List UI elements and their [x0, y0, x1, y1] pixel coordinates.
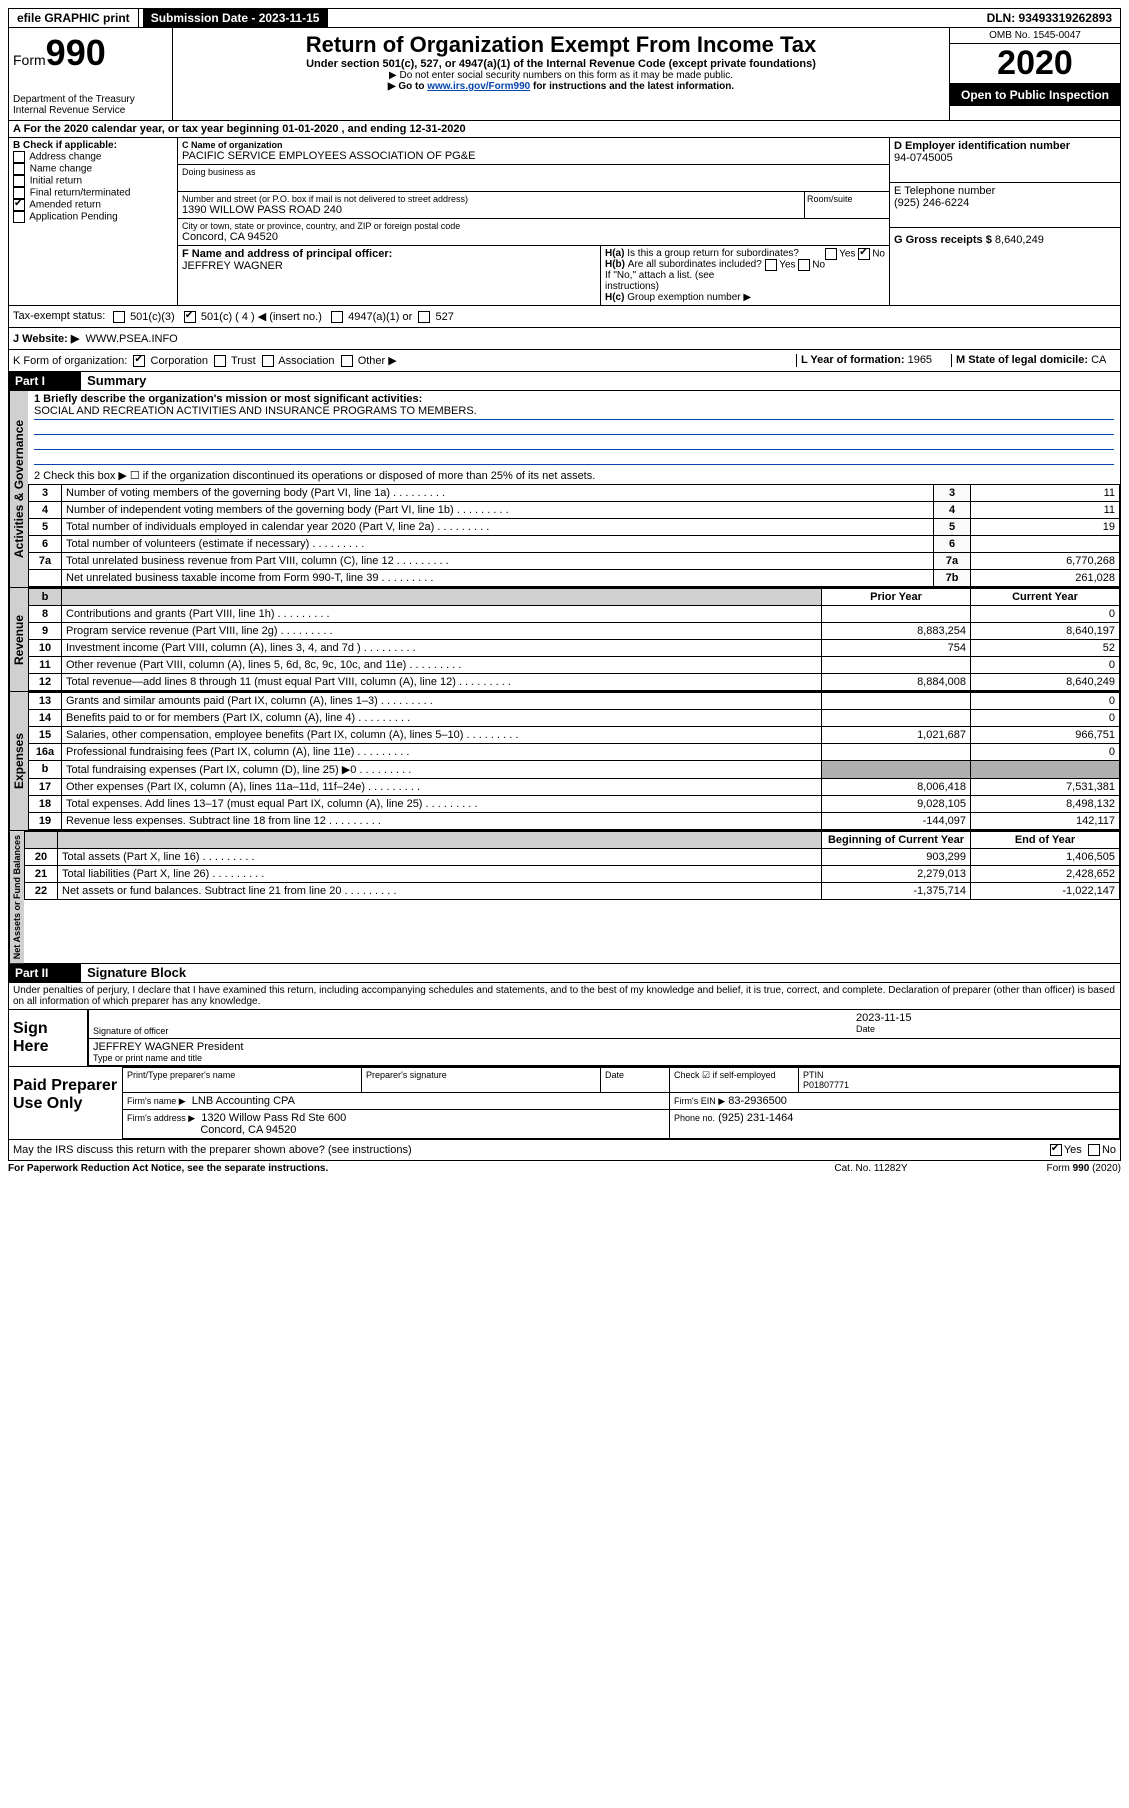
- f-label: F Name and address of principal officer:: [182, 248, 596, 260]
- activities-governance: Activities & Governance 1 Briefly descri…: [8, 391, 1121, 588]
- type-name-label: Type or print name and title: [93, 1053, 1116, 1063]
- vlabel-exp: Expenses: [9, 692, 28, 830]
- ptin: PTINP01807771: [799, 1068, 1120, 1093]
- paid-prep-label: Paid Preparer Use Only: [9, 1067, 122, 1139]
- sign-here-block: Sign Here Signature of officer 2023-11-1…: [8, 1010, 1121, 1067]
- irs-label: Internal Revenue Service: [13, 105, 168, 116]
- open-public: Open to Public Inspection: [950, 84, 1120, 106]
- c-label: C Name of organization: [182, 140, 885, 150]
- dept-treasury: Department of the Treasury: [13, 94, 168, 105]
- prep-sig-label: Preparer's signature: [362, 1068, 601, 1093]
- dln: DLN: 93493319262893: [979, 9, 1120, 27]
- state-domicile: M State of legal domicile: CA: [951, 354, 1116, 367]
- check-address-change[interactable]: Address change: [13, 151, 173, 163]
- check-amended-return[interactable]: Amended return: [13, 199, 173, 211]
- discuss-row: May the IRS discuss this return with the…: [8, 1140, 1121, 1161]
- gross-receipts: G Gross receipts $ 8,640,249: [890, 228, 1120, 252]
- org-name: PACIFIC SERVICE EMPLOYEES ASSOCIATION OF…: [182, 150, 885, 162]
- entity-block: B Check if applicable: Address change Na…: [8, 138, 1121, 306]
- vlabel-ag: Activities & Governance: [9, 391, 28, 587]
- note2: ▶ Go to www.irs.gov/Form990 for instruct…: [177, 81, 945, 92]
- prep-name-label: Print/Type preparer's name: [123, 1068, 362, 1093]
- discuss-yes-no[interactable]: Yes No: [1050, 1144, 1116, 1156]
- netassets-section: Net Assets or Fund Balances Beginning of…: [8, 831, 1121, 964]
- line-a: A For the 2020 calendar year, or tax yea…: [8, 121, 1121, 138]
- h-b-note: If "No," attach a list. (see instruction…: [605, 270, 885, 292]
- officer-name: JEFFREY WAGNER: [182, 260, 596, 272]
- tax-year: 2020: [950, 44, 1120, 84]
- irs-link[interactable]: www.irs.gov/Form990: [427, 81, 530, 92]
- footer: For Paperwork Reduction Act Notice, see …: [8, 1161, 1121, 1176]
- prep-date-label: Date: [601, 1068, 670, 1093]
- form-subtitle: Under section 501(c), 527, or 4947(a)(1)…: [177, 58, 945, 70]
- sig-officer-label: Signature of officer: [93, 1026, 848, 1036]
- check-initial-return[interactable]: Initial return: [13, 175, 173, 187]
- website[interactable]: WWW.PSEA.INFO: [85, 333, 177, 345]
- firm-name: Firm's name ▶ LNB Accounting CPA: [123, 1093, 670, 1110]
- mission-text: SOCIAL AND RECREATION ACTIVITIES AND INS…: [34, 405, 1114, 420]
- h-b: H(b) Are all subordinates included? Yes …: [605, 259, 885, 270]
- part2-header: Part II Signature Block: [8, 964, 1121, 983]
- i-label: Tax-exempt status:: [13, 310, 113, 323]
- h-c: H(c) Group exemption number ▶: [605, 292, 885, 303]
- self-employed: Check ☑ if self-employed: [670, 1068, 799, 1093]
- vlabel-rev: Revenue: [9, 588, 28, 691]
- sig-date: 2023-11-15: [856, 1012, 1116, 1024]
- perjury-text: Under penalties of perjury, I declare th…: [8, 983, 1121, 1010]
- sign-here-label: Sign Here: [9, 1010, 87, 1066]
- date-label: Date: [856, 1024, 1116, 1034]
- check-final-return-terminated[interactable]: Final return/terminated: [13, 187, 173, 199]
- h-a: H(a) Is this a group return for subordin…: [605, 248, 885, 259]
- tax-exempt-row: Tax-exempt status: 501(c)(3) 501(c) ( 4 …: [8, 306, 1121, 328]
- footer-left: For Paperwork Reduction Act Notice, see …: [8, 1163, 771, 1174]
- paid-preparer-block: Paid Preparer Use Only Print/Type prepar…: [8, 1067, 1121, 1140]
- form-id: Form990: [13, 32, 168, 74]
- vlabel-na: Net Assets or Fund Balances: [9, 831, 24, 963]
- box-b: B Check if applicable: Address change Na…: [9, 138, 178, 305]
- website-row: J Website: ▶ WWW.PSEA.INFO: [8, 328, 1121, 350]
- note1: ▶ Do not enter social security numbers o…: [177, 70, 945, 81]
- e-label: E Telephone number: [894, 185, 1116, 197]
- year-formation: L Year of formation: 1965: [796, 354, 951, 367]
- street-address: 1390 WILLOW PASS ROAD 240: [182, 204, 800, 216]
- efile-link[interactable]: efile GRAPHIC print: [9, 9, 139, 27]
- firm-phone: Phone no. (925) 231-1464: [670, 1110, 1120, 1139]
- submission-date: Submission Date - 2023-11-15: [143, 9, 329, 27]
- check-application-pending[interactable]: Application Pending: [13, 211, 173, 223]
- d-label: D Employer identification number: [894, 140, 1116, 152]
- revenue-section: Revenue bPrior YearCurrent Year8Contribu…: [8, 588, 1121, 692]
- city-value: Concord, CA 94520: [182, 231, 885, 243]
- footer-center: Cat. No. 11282Y: [771, 1163, 971, 1174]
- k-row: K Form of organization: Corporation Trus…: [8, 350, 1121, 372]
- omb-number: OMB No. 1545-0047: [950, 28, 1120, 44]
- room-suite: Room/suite: [804, 192, 889, 218]
- part1-header: Part I Summary: [8, 372, 1121, 391]
- footer-right: Form 990 (2020): [971, 1163, 1121, 1174]
- q1-label: 1 Briefly describe the organization's mi…: [34, 393, 1114, 405]
- topbar: efile GRAPHIC print Submission Date - 20…: [8, 8, 1121, 28]
- addr-label: Number and street (or P.O. box if mail i…: [182, 194, 800, 204]
- form-title: Return of Organization Exempt From Incom…: [177, 32, 945, 58]
- ein: 94-0745005: [894, 152, 1116, 164]
- phone: (925) 246-6224: [894, 197, 1116, 209]
- firm-ein: Firm's EIN ▶ 83-2936500: [670, 1093, 1120, 1110]
- dba: Doing business as: [178, 165, 889, 192]
- q2: 2 Check this box ▶ ☐ if the organization…: [28, 467, 1120, 484]
- firm-address: Firm's address ▶ 1320 Willow Pass Rd Ste…: [123, 1110, 670, 1139]
- expenses-section: Expenses 13Grants and similar amounts pa…: [8, 692, 1121, 831]
- form-header: Form990 Department of the Treasury Inter…: [8, 28, 1121, 121]
- city-label: City or town, state or province, country…: [182, 221, 885, 231]
- check-name-change[interactable]: Name change: [13, 163, 173, 175]
- officer-printed: JEFFREY WAGNER President: [93, 1041, 1116, 1053]
